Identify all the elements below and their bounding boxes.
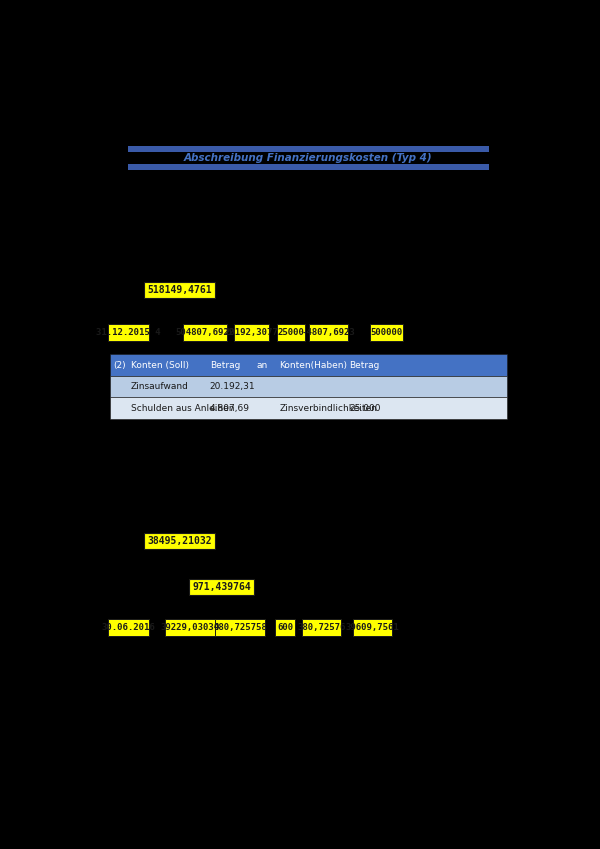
Text: 39609,7561: 39609,7561 <box>346 623 400 632</box>
Text: 25000: 25000 <box>278 329 305 337</box>
Text: 971,439764: 971,439764 <box>192 582 251 592</box>
Text: 600: 600 <box>277 623 293 632</box>
Bar <box>110 354 508 376</box>
Text: Betrag: Betrag <box>210 361 240 369</box>
Bar <box>183 324 227 341</box>
Bar <box>308 324 348 341</box>
Bar <box>107 619 149 636</box>
Text: (2): (2) <box>113 361 126 369</box>
Text: Abschreibung Finanzierungskosten (Typ 4): Abschreibung Finanzierungskosten (Typ 4) <box>183 153 432 163</box>
Text: 31.12.2015 4: 31.12.2015 4 <box>96 329 161 337</box>
Bar <box>234 324 269 341</box>
Text: 500000: 500000 <box>370 329 403 337</box>
Text: 4.807,69: 4.807,69 <box>210 403 250 413</box>
Bar <box>165 619 215 636</box>
Text: 39229,03034: 39229,03034 <box>161 623 220 632</box>
Text: an: an <box>256 361 268 369</box>
Bar <box>107 324 149 341</box>
Bar <box>370 324 403 341</box>
Text: 518149,4761: 518149,4761 <box>148 285 212 295</box>
Text: 25.000: 25.000 <box>349 403 381 413</box>
Text: Zinsverbindlichkeiten: Zinsverbindlichkeiten <box>280 403 377 413</box>
Text: Konten (Soll): Konten (Soll) <box>131 361 189 369</box>
Bar <box>275 619 295 636</box>
Bar <box>128 164 489 170</box>
Text: 380,72576: 380,72576 <box>297 623 346 632</box>
Text: Zinsaufwand: Zinsaufwand <box>131 382 188 391</box>
Bar <box>215 619 265 636</box>
Bar <box>110 376 508 397</box>
Text: 980,725758: 980,725758 <box>213 623 267 632</box>
Text: Konten(Haben): Konten(Haben) <box>280 361 347 369</box>
Text: 504807,6922: 504807,6922 <box>176 329 235 337</box>
Text: 20192,3077: 20192,3077 <box>225 329 278 337</box>
Bar <box>302 619 341 636</box>
Text: Betrag: Betrag <box>349 361 380 369</box>
Bar <box>128 146 489 152</box>
Text: 20.192,31: 20.192,31 <box>210 382 256 391</box>
Bar <box>277 324 305 341</box>
Bar <box>353 619 392 636</box>
Bar <box>110 397 508 419</box>
Text: 38495,21032: 38495,21032 <box>148 537 212 546</box>
Text: -4807,6923: -4807,6923 <box>302 329 355 337</box>
Text: 30.06.2016: 30.06.2016 <box>101 623 155 632</box>
Text: Schulden aus Anleihen: Schulden aus Anleihen <box>131 403 235 413</box>
